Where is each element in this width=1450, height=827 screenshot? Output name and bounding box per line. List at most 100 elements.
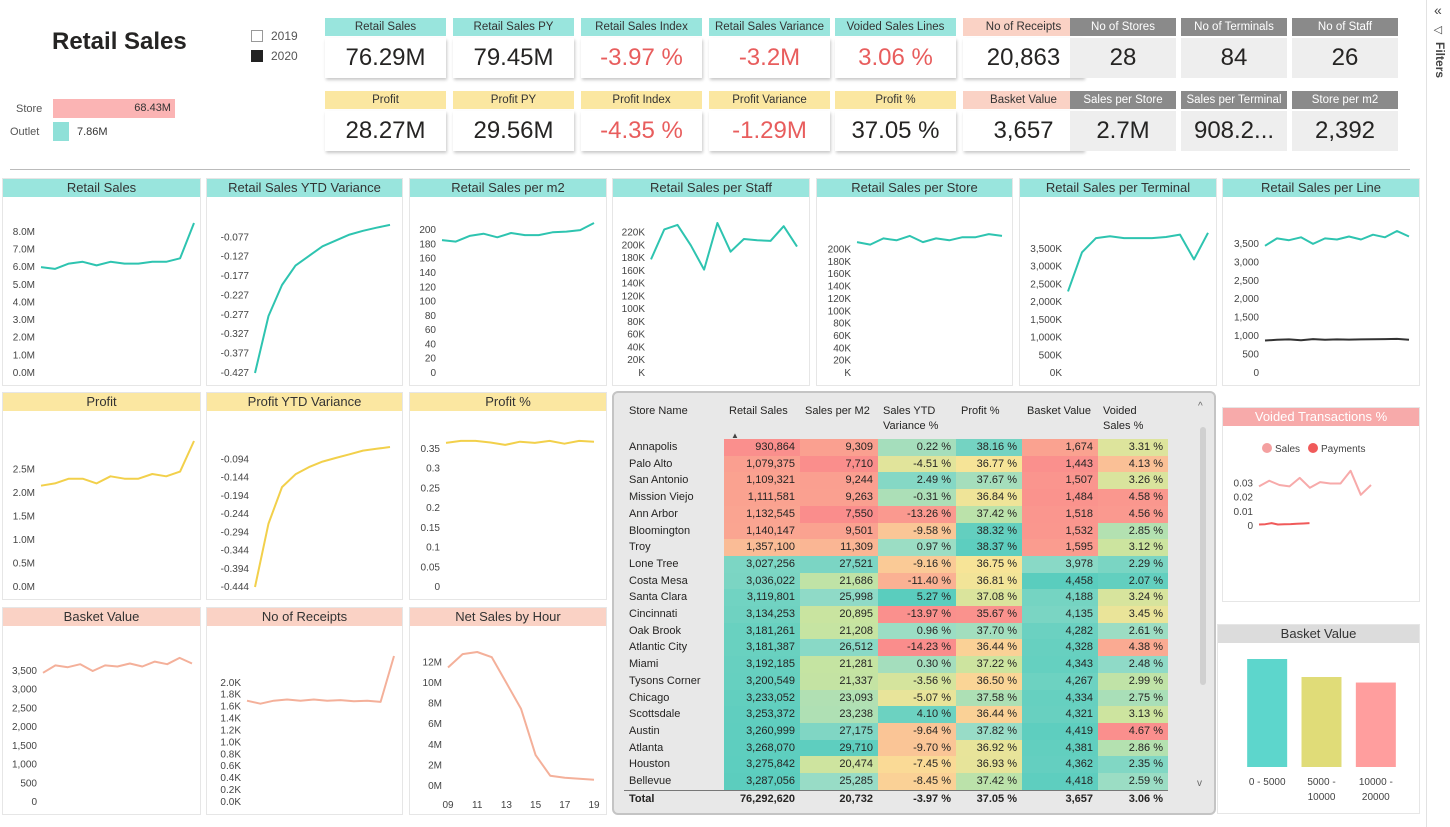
table-row[interactable]: Atlantic City 3,181,387 26,512 -14.23 % 36.4… xyxy=(624,639,1168,657)
kpi-card[interactable]: Profit Variance -1.29M xyxy=(709,91,830,151)
kpi-card[interactable]: Profit 28.27M xyxy=(325,91,446,151)
y-tick-label: 0.2 xyxy=(426,503,440,514)
table-row[interactable]: Scottsdale 3,253,372 23,238 4.10 % 36.44 % 4,… xyxy=(624,706,1168,723)
filters-label[interactable]: Filters xyxy=(1433,42,1447,79)
kpi-card[interactable]: No of Terminals 84 xyxy=(1181,18,1287,78)
column-header[interactable]: Profit % xyxy=(961,405,1000,417)
checkbox-checked-icon[interactable] xyxy=(251,50,263,62)
table-row[interactable]: Santa Clara 3,119,801 25,998 5.27 % 37.08 % 4… xyxy=(624,589,1168,607)
y-tick-label: 80K xyxy=(833,319,851,330)
chart-panel[interactable]: Profit 0.0M 0.5M 1.0M 1.5M 2.0M 2.5M xyxy=(2,392,201,600)
table-row[interactable]: Lone Tree 3,027,256 27,521 -9.16 % 36.75 % 3,… xyxy=(624,555,1168,573)
table-scrollbar[interactable] xyxy=(1200,427,1206,685)
table-cell: 1,674 xyxy=(1022,439,1098,456)
chart-panel[interactable]: No of Receipts 0.0K 0.2K 0.4K 0.6K 0.8K 1.0K 1.… xyxy=(206,607,403,815)
kpi-card[interactable]: No of Staff 26 xyxy=(1292,18,1398,78)
table-row[interactable]: Palo Alto 1,079,375 7,710 -4.51 % 36.77 % 1,4… xyxy=(624,455,1168,473)
table-row[interactable]: Chicago 3,233,052 23,093 -5.07 % 37.58 % 4,33… xyxy=(624,689,1168,707)
table-row[interactable]: Miami 3,192,185 21,281 0.30 % 37.22 % 4,343 2.… xyxy=(624,656,1168,673)
outlet-value: 7.86M xyxy=(77,126,108,138)
chart-panel[interactable]: Retail Sales per Terminal 0K 500K 1,000K 1,5… xyxy=(1019,178,1217,386)
kpi-card[interactable]: Retail Sales PY 79.45M xyxy=(453,18,574,78)
column-header[interactable]: Store Name xyxy=(629,405,688,417)
table-row[interactable]: Bloomington 1,140,147 9,501 -9.58 % 38.32 % 1… xyxy=(624,522,1168,540)
scroll-down-icon[interactable]: v xyxy=(1197,778,1202,789)
chart-panel[interactable]: Retail Sales per Line 0 500 1,000 1,500 2,000… xyxy=(1222,178,1420,386)
kpi-card[interactable]: Sales per Store 2.7M xyxy=(1070,91,1176,151)
chart-panel[interactable]: Voided Transactions % 0 0.01 0.02 0.03 Sales P… xyxy=(1222,407,1420,602)
filter-pane-collapsed[interactable]: « ▽ Filters xyxy=(1426,0,1450,827)
table-cell: 3,260,999 xyxy=(724,722,800,740)
kpi-value: -3.97 % xyxy=(581,38,702,78)
chart-panel[interactable]: Basket Value 0 - 5000 5000 -10000 10000 -20… xyxy=(1217,624,1420,814)
chevron-double-left-icon[interactable]: « xyxy=(1434,2,1442,18)
table-cell: 36.81 % xyxy=(956,572,1022,590)
column-header[interactable]: Voided Sales % xyxy=(1103,405,1144,432)
table-cell: 930,864 xyxy=(724,439,800,456)
table-row[interactable]: Bellevue 3,287,056 25,285 -8.45 % 37.42 % 4,4… xyxy=(624,773,1168,791)
kpi-card[interactable]: No of Stores 28 xyxy=(1070,18,1176,78)
chart-panel[interactable]: Retail Sales per Store K 20K 40K 60K 80K 100K 1… xyxy=(816,178,1013,386)
store-table[interactable]: Store Name Retail Sales Sales per M2 Sales … xyxy=(612,391,1216,815)
kpi-card[interactable]: Sales per Terminal 908.2... xyxy=(1181,91,1287,151)
kpi-card[interactable]: Retail Sales Variance -3.2M xyxy=(709,18,830,78)
scroll-up-icon[interactable]: ^ xyxy=(1198,401,1203,412)
table-cell: 36.77 % xyxy=(956,455,1022,473)
kpi-card[interactable]: Basket Value 3,657 xyxy=(963,91,1084,151)
year-2020-option[interactable]: 2020 xyxy=(251,49,298,63)
table-cell: 4,334 xyxy=(1022,689,1098,707)
kpi-card[interactable]: Profit PY 29.56M xyxy=(453,91,574,151)
table-row[interactable]: San Antonio 1,109,321 9,244 2.49 % 37.67 % 1,… xyxy=(624,472,1168,490)
column-header[interactable]: Retail Sales xyxy=(729,405,788,417)
table-cell: 4,418 xyxy=(1022,773,1098,791)
table-cell: 23,238 xyxy=(800,706,878,723)
chart-panel[interactable]: Profit % 0 0.05 0.1 0.15 0.2 0.25 0.3 0.35 xyxy=(409,392,607,600)
chart-panel[interactable]: Retail Sales per m2 0 20 40 60 80 100 120 140 160… xyxy=(409,178,607,386)
table-row[interactable]: Annapolis 930,864 9,309 0.22 % 38.16 % 1,674 3… xyxy=(624,439,1168,456)
table-cell: -4.51 % xyxy=(878,455,956,473)
kpi-card[interactable]: Retail Sales 76.29M xyxy=(325,18,446,78)
sort-ascending-icon[interactable]: ▲ xyxy=(731,431,739,440)
kpi-card[interactable]: Profit % 37.05 % xyxy=(835,91,956,151)
outlet-bar[interactable] xyxy=(53,122,69,141)
total-cell: 20,732 xyxy=(800,789,878,808)
y-tick-label: 1.8K xyxy=(220,690,241,701)
table-row[interactable]: Ann Arbor 1,132,545 7,550 -13.26 % 37.42 % 1,… xyxy=(624,505,1168,523)
kpi-card[interactable]: Voided Sales Lines 3.06 % xyxy=(835,18,956,78)
store-bar[interactable]: 68.43M xyxy=(53,99,175,118)
y-tick-label: 220K xyxy=(622,228,646,239)
table-row[interactable]: Houston 3,275,842 20,474 -7.45 % 36.93 % 4,36… xyxy=(624,756,1168,774)
y-tick-label: -0.277 xyxy=(221,310,250,321)
chart-panel[interactable]: Retail Sales 0.0M 1.0M 2.0M 3.0M 4.0M 5.0M 6.0M… xyxy=(2,178,201,386)
kpi-card[interactable]: Store per m2 2,392 xyxy=(1292,91,1398,151)
total-cell: 3.06 % xyxy=(1098,789,1168,808)
year-2019-option[interactable]: 2019 xyxy=(251,29,298,43)
kpi-value: 2.7M xyxy=(1070,111,1176,151)
chart-panel[interactable]: Retail Sales per Staff K 20K 40K 60K 80K 100K 1… xyxy=(612,178,810,386)
table-row[interactable]: Atlanta 3,268,070 29,710 -9.70 % 36.92 % 4,38… xyxy=(624,739,1168,757)
series-line xyxy=(254,446,391,588)
y-tick-label: K xyxy=(844,368,851,379)
chart-panel[interactable]: Basket Value 0 500 1,000 1,500 2,000 2,500 3,00… xyxy=(2,607,201,815)
chart-panel[interactable]: Retail Sales YTD Variance -0.077 -0.127 -0.… xyxy=(206,178,403,386)
chart-panel[interactable]: Net Sales by Hour 0M 2M 4M 6M 8M 10M 12M 09 11 13 1… xyxy=(409,607,607,815)
column-header[interactable]: Sales per M2 xyxy=(805,405,870,417)
column-header[interactable]: Sales YTD Variance % xyxy=(883,405,939,432)
kpi-card[interactable]: Retail Sales Index -3.97 % xyxy=(581,18,702,78)
table-row[interactable]: Austin 3,260,999 27,175 -9.64 % 37.82 % 4,419… xyxy=(624,722,1168,740)
checkbox-icon[interactable] xyxy=(251,30,263,42)
y-tick-label: 0.0M xyxy=(13,582,35,593)
chart-panel[interactable]: Profit YTD Variance -0.094 -0.144 -0.194 -0.… xyxy=(206,392,403,600)
table-row[interactable]: Oak Brook 3,181,261 21,208 0.96 % 37.70 % 4,2… xyxy=(624,622,1168,640)
y-tick-label: 140K xyxy=(622,279,646,290)
table-row[interactable]: Troy 1,357,100 11,309 0.97 % 38.37 % 1,595 3.1… xyxy=(624,539,1168,556)
table-row[interactable]: Cincinnati 3,134,253 20,895 -13.97 % 35.67 %… xyxy=(624,606,1168,623)
kpi-card[interactable]: Profit Index -4.35 % xyxy=(581,91,702,151)
store-value: 68.43M xyxy=(134,102,171,114)
table-row[interactable]: Mission Viejo 1,111,581 9,263 -0.31 % 36.84 … xyxy=(624,489,1168,506)
table-row[interactable]: Tysons Corner 3,200,549 21,337 -3.56 % 36.50… xyxy=(624,672,1168,690)
kpi-card[interactable]: No of Receipts 20,863 xyxy=(963,18,1084,78)
column-header[interactable]: Basket Value xyxy=(1027,405,1092,417)
table-row[interactable]: Costa Mesa 3,036,022 21,686 -11.40 % 36.81 %… xyxy=(624,572,1168,590)
table-cell: -9.70 % xyxy=(878,739,956,757)
